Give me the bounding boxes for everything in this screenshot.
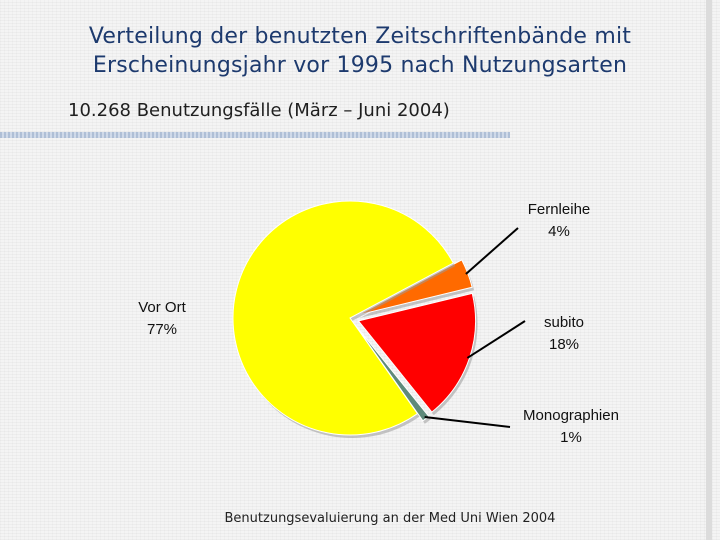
leader-line-subito bbox=[466, 320, 526, 359]
title-line-2: Erscheinungsjahr vor 1995 nach Nutzungsa… bbox=[92, 53, 628, 78]
footer-text: Benutzungsevaluierung an der Med Uni Wie… bbox=[224, 511, 556, 526]
slice-monographien bbox=[355, 324, 430, 422]
title-line-1: Verteilung der benutzten Zeitschriftenbä… bbox=[88, 24, 632, 49]
slice-percent-subito: 18% bbox=[549, 336, 579, 353]
slice-percent-fernleihe: 4% bbox=[548, 223, 570, 240]
slice-labels: Fernleihe 4% subito 18% Monographien 1% Vor Or… bbox=[138, 201, 619, 446]
slice-name-fernleihe: Fernleihe bbox=[528, 201, 591, 218]
slice-name-subito: subito bbox=[544, 314, 584, 331]
subtitle: 10.268 Benutzungsfälle (März – Juni 2004… bbox=[68, 100, 450, 121]
slice-vor-ort bbox=[232, 200, 454, 436]
pie-slices bbox=[232, 200, 478, 439]
leader-line-monographien bbox=[424, 416, 511, 428]
slice-subito bbox=[357, 292, 477, 413]
right-edge-divider bbox=[706, 0, 712, 540]
slide-title: Verteilung der benutzten Zeitschriftenbä… bbox=[0, 22, 720, 80]
leader-lines bbox=[424, 227, 526, 428]
leader-line-fernleihe bbox=[465, 227, 519, 275]
subtitle-underline bbox=[0, 132, 510, 138]
slice-name-monographien: Monographien bbox=[523, 407, 619, 424]
slice-percent-monographien: 1% bbox=[560, 429, 582, 446]
slice-percent-vor-ort: 77% bbox=[147, 321, 177, 338]
slice-name-vor-ort: Vor Ort bbox=[138, 299, 186, 316]
